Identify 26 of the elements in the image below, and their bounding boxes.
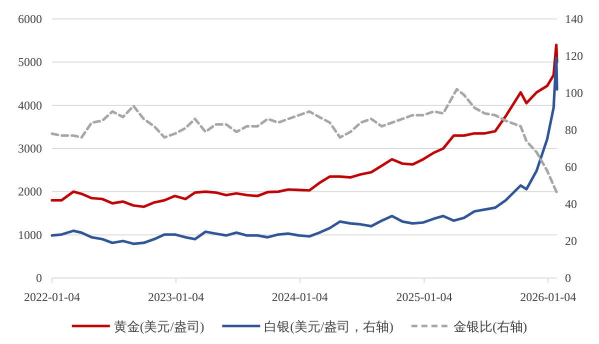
legend-label: 金银比(右轴) xyxy=(453,319,528,334)
y2-tick-label: 80 xyxy=(565,123,577,137)
y2-tick-label: 20 xyxy=(565,234,577,248)
line-series xyxy=(50,88,558,194)
x-tick-label: 2024-01-04 xyxy=(272,290,328,304)
y-tick-label: 3000 xyxy=(18,142,42,156)
y-tick-label: 4000 xyxy=(18,98,42,112)
y-tick-label: 6000 xyxy=(18,12,42,26)
legend-label: 黄金(美元/盎司) xyxy=(114,319,204,334)
x-tick-label: 2025-01-04 xyxy=(396,290,452,304)
x-tick-label: 2022-01-04 xyxy=(24,290,80,304)
y2-tick-label: 120 xyxy=(565,49,583,63)
x-tick-label: 2026-01-04 xyxy=(520,290,576,304)
y-tick-label: 5000 xyxy=(18,55,42,70)
y-tick-label: 1000 xyxy=(18,228,42,242)
y2-tick-label: 40 xyxy=(565,197,577,211)
line-series xyxy=(50,56,558,246)
x-tick-label: 2023-01-04 xyxy=(148,290,204,304)
y-tick-label: 0 xyxy=(36,271,42,285)
legend-label: 白银(美元/盎司，右轴) xyxy=(264,319,394,334)
y2-tick-label: 100 xyxy=(565,86,583,100)
y-tick-label: 2000 xyxy=(18,184,42,199)
line-series xyxy=(50,44,558,208)
y2-tick-label: 0 xyxy=(565,271,571,285)
y2-tick-label: 140 xyxy=(565,12,583,26)
y2-tick-label: 60 xyxy=(565,160,577,174)
